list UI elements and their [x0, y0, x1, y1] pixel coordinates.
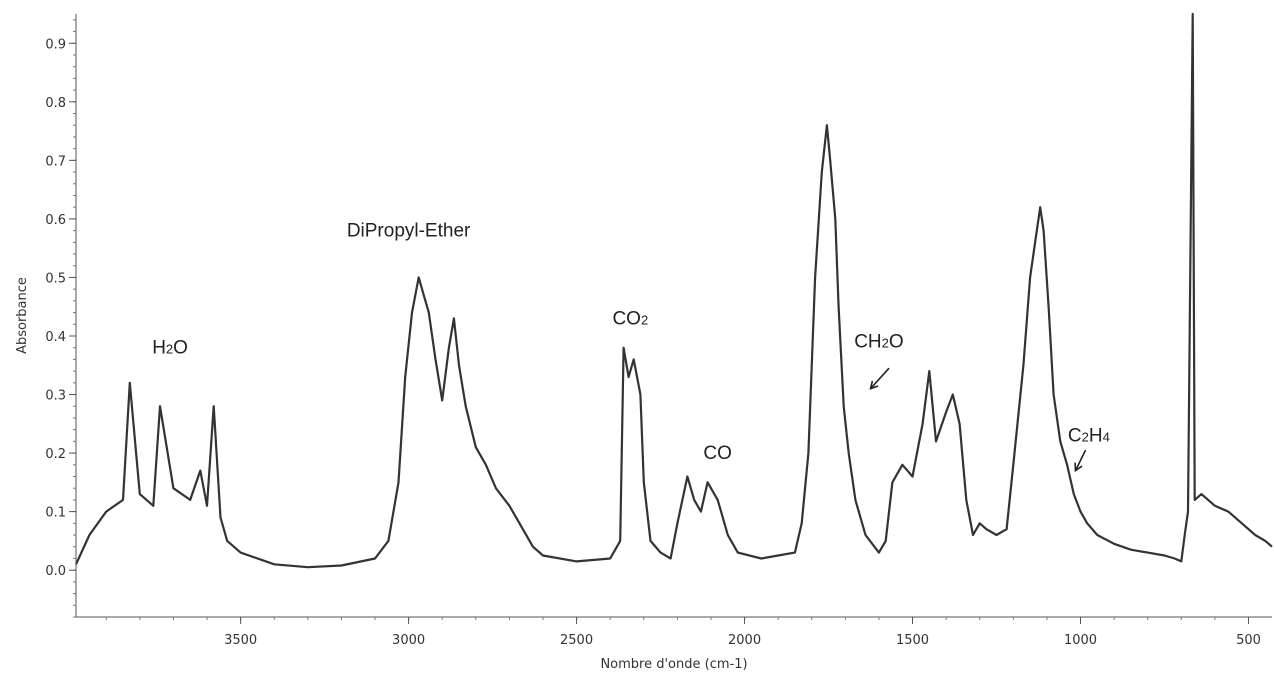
peak-annotation: H2O	[152, 338, 188, 359]
annotation-text: O	[889, 332, 904, 353]
y-tick-label: 0.0	[45, 564, 66, 579]
peak-annotation: CH2O	[854, 332, 903, 353]
x-tick-label: 2000	[728, 633, 761, 648]
plot-area	[74, 12, 1273, 569]
annotation-text: 2	[166, 342, 173, 357]
x-tick-label: 3500	[224, 633, 257, 648]
x-tick-label: 1000	[1064, 633, 1097, 648]
annotation-text: 2	[641, 312, 648, 327]
y-tick-label: 0.3	[45, 389, 66, 404]
y-tick-label: 0.7	[45, 154, 66, 169]
annotation-arrow	[1074, 449, 1087, 471]
annotation-text: H	[1089, 425, 1103, 446]
annotation-text: CO	[703, 443, 732, 464]
y-tick-label: 0.8	[45, 96, 66, 111]
annotation-text: CH	[854, 332, 881, 353]
y-tick-label: 0.6	[45, 213, 66, 228]
y-tick-label: 0.2	[45, 447, 66, 462]
y-tick-label: 0.9	[45, 37, 66, 52]
y-tick-label: 0.4	[45, 330, 66, 345]
annotation-arrowhead	[869, 380, 879, 390]
annotation-text: 2	[1082, 429, 1089, 444]
annotation-text: O	[173, 338, 188, 359]
annotation-text: 4	[1103, 429, 1110, 444]
spectrum-line	[74, 12, 1273, 569]
annotation-text: DiPropyl-Ether	[347, 220, 471, 241]
y-axis-label: Absorbance	[15, 277, 30, 354]
x-tick-label: 2500	[560, 633, 593, 648]
peak-annotation: DiPropyl-Ether	[347, 220, 471, 241]
peak-annotation: C2H4	[1068, 425, 1110, 446]
annotation-text: 2	[882, 336, 889, 351]
peak-annotation: CO2	[612, 308, 648, 329]
annotation-text: CO	[612, 308, 641, 329]
peak-annotation: CO	[703, 443, 732, 464]
y-tick-label: 0.1	[45, 506, 66, 521]
annotation-text: H	[152, 338, 166, 359]
x-tick-label: 3000	[392, 633, 425, 648]
x-tick-label: 1500	[896, 633, 929, 648]
y-tick-label: 0.5	[45, 271, 66, 286]
annotation-arrow	[869, 367, 890, 390]
x-tick-label: 500	[1236, 633, 1261, 648]
x-axis-label: Nombre d'onde (cm-1)	[600, 657, 747, 672]
annotation-arrowhead	[1074, 462, 1083, 473]
annotation-text: C	[1068, 425, 1082, 446]
